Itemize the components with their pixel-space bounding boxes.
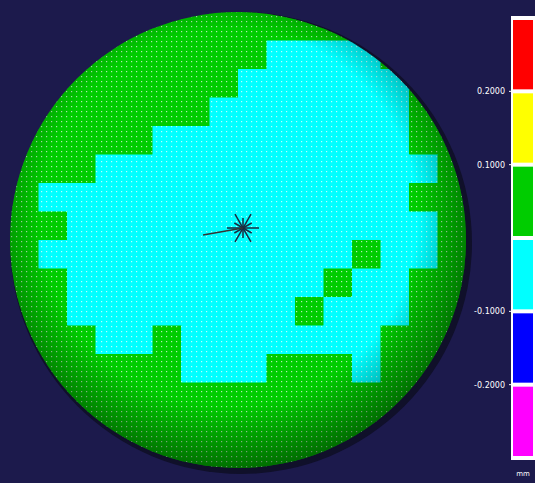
cell [409, 383, 438, 412]
cell [39, 440, 68, 469]
cell [438, 12, 467, 41]
cell [67, 12, 96, 41]
colorbar-tick-label: -0.2000 [474, 381, 505, 390]
cell [10, 69, 39, 98]
marker-ray [235, 228, 243, 242]
colorbar-bin [513, 240, 533, 309]
colorbar-frame [511, 16, 535, 460]
colorbar-tick-label: 0.1000 [477, 161, 505, 170]
colorbar-bin [513, 20, 533, 89]
colorbar-unit: mm [516, 470, 530, 478]
cell [39, 383, 68, 412]
cell [96, 12, 125, 41]
cell [10, 12, 39, 41]
cell [438, 411, 467, 440]
colorbar-tick [509, 91, 513, 92]
cell [10, 383, 39, 412]
cell [381, 12, 410, 41]
cell [409, 69, 438, 98]
cell [10, 411, 39, 440]
colorbar-tick-label: -0.1000 [474, 307, 505, 316]
marker-ray [235, 214, 243, 228]
colorbar-bin [513, 313, 533, 382]
cell [409, 41, 438, 70]
cell [10, 354, 39, 383]
colorbar-bin [513, 167, 533, 236]
colorbar-tick [509, 311, 513, 312]
cell [39, 411, 68, 440]
marker-ray [243, 214, 251, 228]
marker-axis [203, 228, 243, 235]
shading [10, 12, 466, 468]
cell [352, 440, 381, 469]
colorbar-tick [509, 164, 513, 165]
cell [381, 440, 410, 469]
cell [409, 440, 438, 469]
cell [352, 12, 381, 41]
colorbar-bin [513, 387, 533, 456]
cell [96, 440, 125, 469]
cell [409, 411, 438, 440]
cell [67, 411, 96, 440]
colorbar-tick [509, 384, 513, 385]
background [0, 0, 535, 483]
cell [67, 440, 96, 469]
cells [10, 12, 467, 469]
marker-ray [243, 228, 251, 242]
sphere-rim [10, 12, 472, 474]
point-grid [10, 12, 466, 468]
chart: 0.2000 0.1000 -0.1000 -0.2000 mm [0, 0, 535, 483]
cell [438, 440, 467, 469]
cell [381, 411, 410, 440]
cell [438, 383, 467, 412]
cell [438, 69, 467, 98]
cell [10, 41, 39, 70]
cell [409, 12, 438, 41]
cell [10, 98, 39, 127]
cell [438, 354, 467, 383]
colorbar-tick-label: 0.2000 [477, 87, 505, 96]
colorbar-bin [513, 93, 533, 162]
cell [10, 440, 39, 469]
marker-ray [243, 223, 252, 228]
cell [438, 98, 467, 127]
cell [438, 41, 467, 70]
cell [381, 41, 410, 70]
cell [39, 12, 68, 41]
cell [39, 41, 68, 70]
center-marker [203, 214, 259, 242]
